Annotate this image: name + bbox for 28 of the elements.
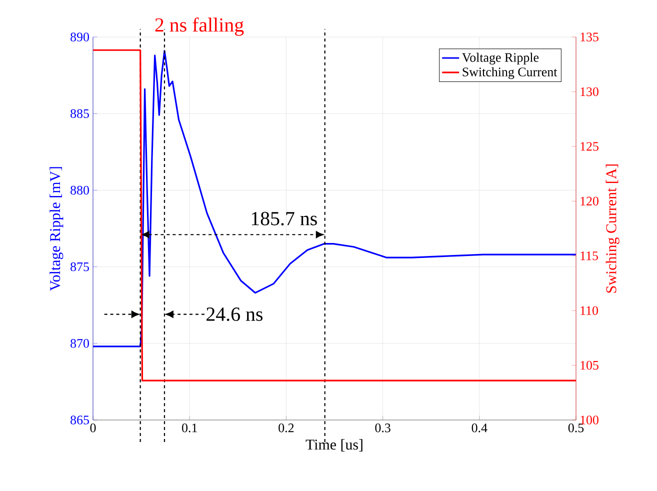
- legend-label: Voltage Ripple: [462, 52, 539, 65]
- annotation: 24.6 ns: [206, 308, 263, 322]
- y-tick-label: 870: [70, 339, 89, 348]
- y2-tick-label: 100: [580, 416, 598, 424]
- x-axis-title: Time [us]: [306, 439, 362, 452]
- y-tick-label: 880: [70, 186, 89, 195]
- x-tick-label: 0.3: [375, 424, 390, 432]
- y2-tick-label: 135: [580, 32, 598, 42]
- x-tick-label: 0.2: [278, 424, 294, 432]
- legend-label: Switching Current: [462, 67, 558, 80]
- y2-tick-label: 125: [580, 142, 598, 151]
- x-tick-label: 0: [90, 424, 96, 432]
- x-tick-label: 0.5: [568, 424, 584, 432]
- y-axis-title: Voltage Ripple [mV]: [50, 167, 64, 291]
- annotation: 185.7 ns: [252, 212, 317, 226]
- y-tick-label: 875: [70, 262, 89, 272]
- y2-tick-label: 110: [580, 306, 598, 315]
- x-tick-label: 0.4: [472, 424, 488, 432]
- text: 2 ns falling: [155, 17, 244, 36]
- y2-tick-label: 120: [580, 196, 598, 206]
- y2-tick-label: 115: [580, 252, 598, 260]
- y-tick-label: 885: [70, 109, 89, 118]
- y2-axis-title: Swiching Current [A]: [606, 164, 620, 293]
- y2-tick-label: 105: [580, 360, 598, 370]
- y-tick-label: 865: [70, 416, 89, 424]
- y2-tick-label: 130: [580, 87, 598, 96]
- y-tick-label: 890: [70, 32, 89, 42]
- x-tick-label: 0.1: [182, 424, 197, 432]
